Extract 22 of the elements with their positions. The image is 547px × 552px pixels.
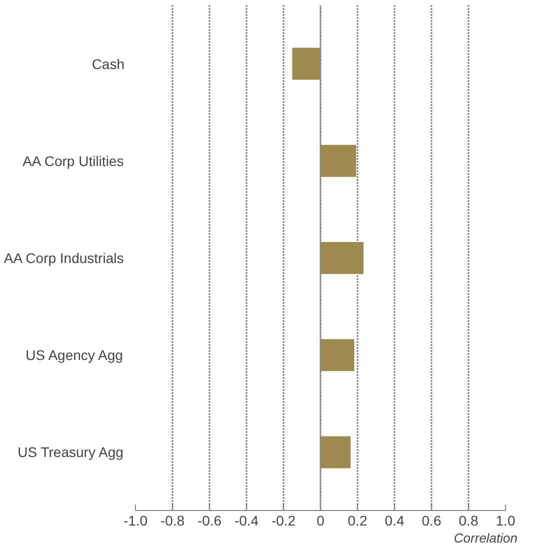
bar (320, 144, 356, 177)
bar (292, 48, 321, 80)
y-tick-label: US Agency Agg (26, 347, 123, 364)
x-tick-label: -1.0 (123, 512, 148, 528)
x-tick-label: 0.2 (348, 512, 368, 528)
y-tick-label: AA Corp Utilities (22, 152, 124, 169)
x-tick-label: 0.6 (422, 512, 442, 528)
x-tick-label: 0.8 (458, 512, 478, 528)
x-axis-title: Correlation (454, 530, 518, 546)
y-tick-label: AA Corp Industrials (4, 250, 124, 266)
x-tick-label: 1.0 (496, 512, 516, 528)
x-tick-label: -0.4 (234, 512, 259, 528)
bar (320, 242, 364, 274)
x-tick-label: 0 (316, 512, 325, 528)
x-tick-label: -0.8 (160, 512, 185, 528)
bar (320, 436, 351, 468)
y-tick-label: US Treasury Agg (18, 444, 124, 460)
x-tick-label: -0.2 (271, 512, 296, 528)
bar (320, 339, 354, 372)
x-tick-label: -0.6 (197, 512, 222, 528)
y-tick-label: Cash (92, 56, 125, 72)
x-tick-label: 0.4 (384, 512, 404, 528)
